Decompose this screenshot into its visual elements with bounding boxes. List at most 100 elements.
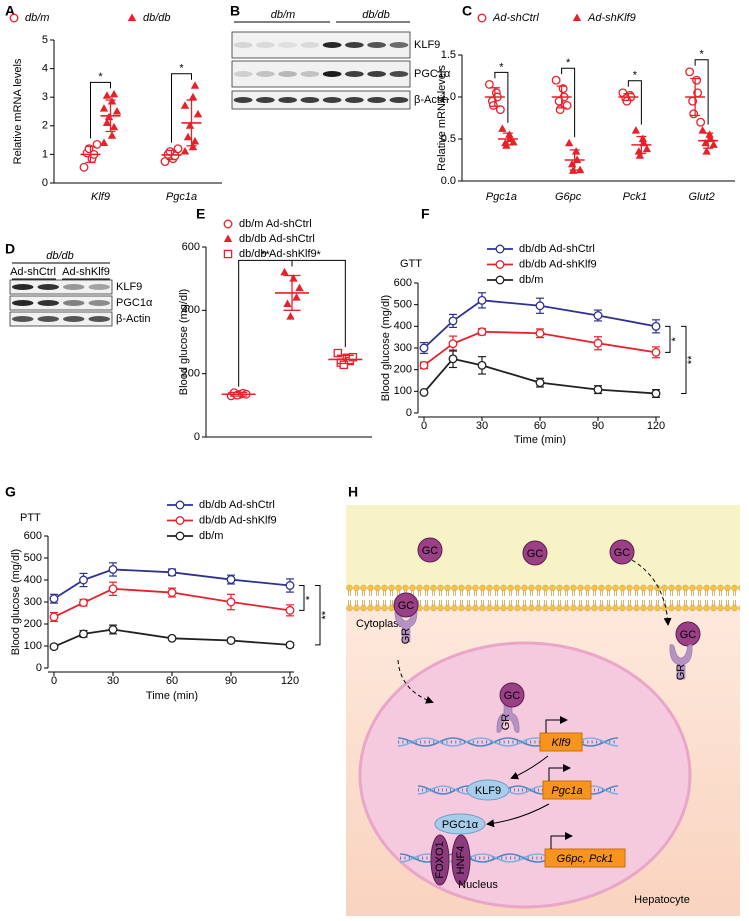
x-tick-label: 30 <box>107 675 119 687</box>
x-tick-label: 90 <box>592 420 604 432</box>
data-point <box>99 138 109 146</box>
blot-group-label: db/db <box>362 9 390 21</box>
significance-label: ** <box>686 355 698 364</box>
panel-label: B <box>230 3 240 19</box>
x-tick-label: Pgc1a <box>486 191 517 203</box>
data-point <box>167 633 177 643</box>
data-line <box>423 299 657 349</box>
translocation-arrow <box>397 659 434 704</box>
blot-band <box>88 284 110 290</box>
legend-marker <box>495 260 505 269</box>
y-tick-label: 300 <box>24 596 42 608</box>
transcription-arrow <box>550 832 573 849</box>
data-point <box>49 612 59 622</box>
data-point <box>419 387 429 397</box>
data-point <box>477 295 487 305</box>
data-point <box>285 581 295 590</box>
data-point <box>286 312 295 320</box>
blot-row-label: KLF9 <box>414 39 440 51</box>
blot-band <box>88 300 110 306</box>
y-tick-label: 3 <box>42 91 48 103</box>
blot-band <box>37 300 59 306</box>
data-point <box>535 328 545 338</box>
gr-label: GR <box>500 714 512 731</box>
y-tick-label: 200 <box>182 368 200 380</box>
significance-label: * <box>699 49 704 61</box>
hepatocyte-label: Hepatocyte <box>634 894 690 906</box>
data-point <box>167 567 177 577</box>
protein-shape <box>434 813 486 835</box>
x-tick-label: 0 <box>421 420 427 432</box>
y-tick-label: 0 <box>406 407 412 419</box>
y-axis-label: Blood glucose (mg/dl) <box>10 549 22 655</box>
blot-strip <box>231 90 411 110</box>
x-axis-label: Time (min) <box>146 690 198 702</box>
blot-band <box>233 71 253 77</box>
annotation: GTT <box>400 258 422 270</box>
blot-band <box>389 97 409 103</box>
panel-label: E <box>196 206 205 222</box>
data-point <box>107 131 117 139</box>
protein-label: PGC1α <box>442 819 479 831</box>
blot-row-label: PGC1α <box>414 68 451 80</box>
data-point <box>651 389 661 398</box>
blot-band <box>37 316 59 322</box>
significance-bracket <box>315 585 321 646</box>
protein-label: KLF9 <box>475 785 501 797</box>
data-point <box>348 352 358 362</box>
x-tick-label: Pgc1a <box>166 191 197 203</box>
legend-label: db/db <box>143 12 171 24</box>
data-point <box>188 92 198 101</box>
data-point <box>190 81 200 89</box>
data-point <box>280 267 289 276</box>
data-point <box>79 575 88 585</box>
data-point <box>477 327 487 337</box>
blot-row-label: KLF9 <box>116 281 142 293</box>
data-point <box>108 584 118 594</box>
significance-bracket <box>561 67 576 138</box>
gene-box <box>539 732 583 752</box>
gc-molecule: GC <box>675 621 701 647</box>
blot-band <box>12 284 34 290</box>
data-point <box>167 588 177 597</box>
panel-label: F <box>421 206 430 222</box>
blot-lane-label: Ad-shCtrl <box>10 266 56 278</box>
y-axis-label: Relative mRNA levels <box>436 65 448 171</box>
legend-marker <box>127 13 137 21</box>
data-point <box>571 147 581 155</box>
x-tick-label: Pck1 <box>623 191 647 203</box>
significance-label: * <box>670 336 682 341</box>
legend-marker <box>223 234 233 242</box>
diffusion-arrow <box>631 559 672 626</box>
x-tick-label: Glut2 <box>688 191 714 203</box>
data-point <box>448 354 458 364</box>
significance-bracket <box>171 73 192 143</box>
legend-marker <box>175 500 185 510</box>
blot-band <box>63 284 85 290</box>
blot-band <box>389 71 409 77</box>
data-point <box>564 138 574 147</box>
blot-band <box>256 71 275 77</box>
data-point <box>99 104 109 112</box>
x-tick-label: 30 <box>476 420 488 432</box>
data-point <box>535 378 545 388</box>
blot-band <box>278 42 297 48</box>
panel-label: H <box>348 484 358 500</box>
y-axis-label: Blood glucose (mg/dl) <box>380 295 392 401</box>
gc-label: GC <box>527 548 544 560</box>
significance-label: * <box>304 595 316 600</box>
blot-strip <box>9 295 113 311</box>
data-point <box>484 79 494 89</box>
legend-label: db/db Ad-shKlf9 <box>239 248 317 260</box>
gc-molecule: GC <box>393 592 419 618</box>
data-point <box>79 629 88 639</box>
data-point <box>102 91 112 99</box>
x-tick-label: 0 <box>51 675 57 687</box>
blot-band <box>63 300 85 306</box>
y-tick-label: 500 <box>24 552 42 564</box>
blot-band <box>345 71 364 77</box>
data-point <box>79 598 88 608</box>
data-point <box>295 283 304 292</box>
blot-band <box>278 97 297 103</box>
